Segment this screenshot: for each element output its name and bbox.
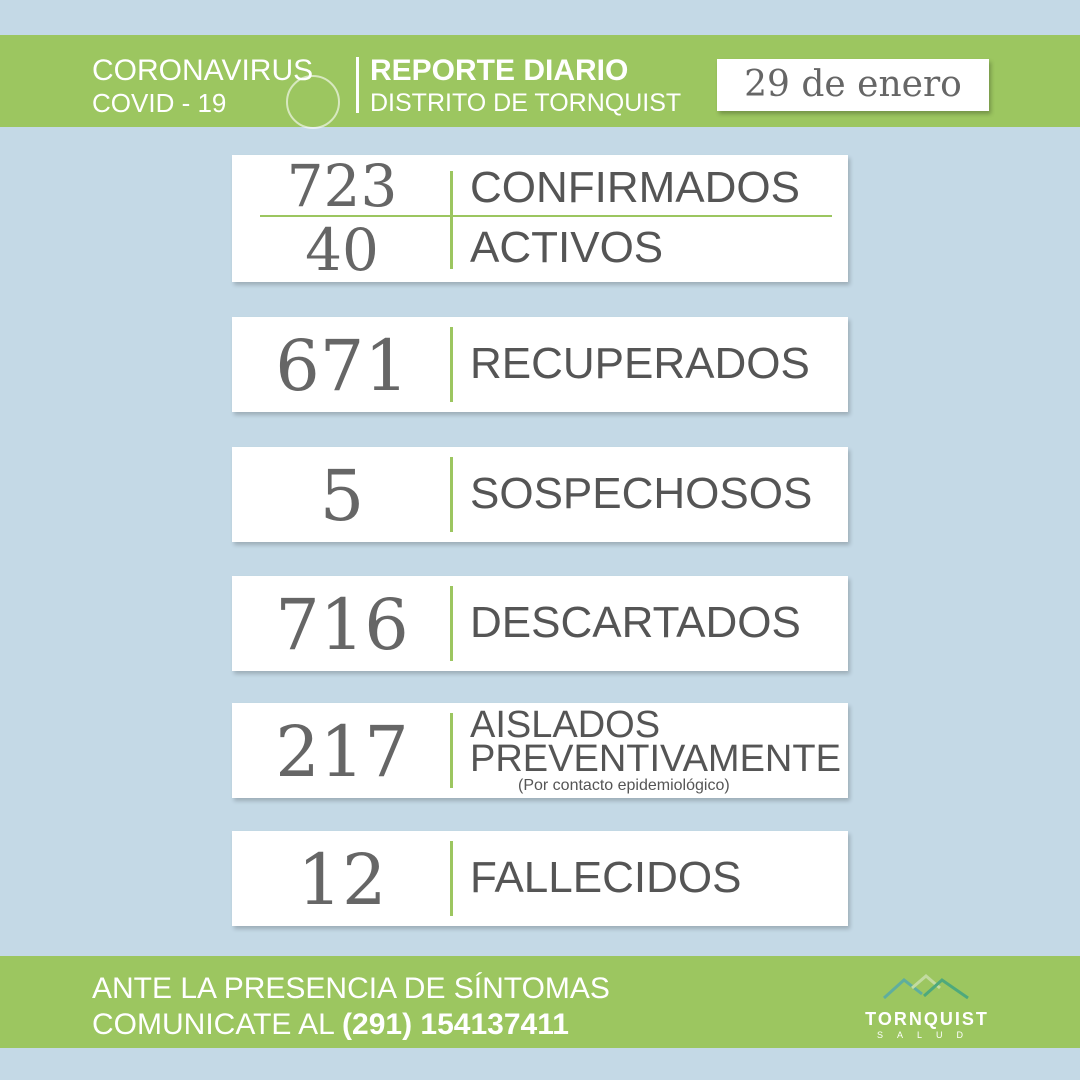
vertical-divider (450, 586, 453, 661)
descartados-value: 716 (275, 584, 409, 666)
fallecidos-value: 12 (297, 839, 387, 921)
card-confirmados-activos: 723 CONFIRMADOS 40 ACTIVOS (232, 155, 848, 282)
vertical-divider (450, 171, 453, 269)
card-aislados: 217 AISLADOS PREVENTIVAMENTE (Por contac… (232, 703, 848, 798)
sospechosos-value: 5 (319, 455, 365, 537)
descartados-label: DESCARTADOS (470, 598, 801, 647)
aislados-label: AISLADOS (470, 704, 661, 746)
virus-icon (286, 75, 340, 129)
header-subtitle: DISTRITO DE TORNQUIST (370, 89, 682, 117)
confirmados-value: 723 (286, 152, 398, 220)
header-band: CORONAVIRUS COVID - 19 REPORTE DIARIO DI… (0, 35, 1080, 129)
sospechosos-label: SOSPECHOSOS (470, 469, 813, 518)
card-recuperados: 671 RECUPERADOS (232, 317, 848, 412)
horizontal-divider (260, 215, 832, 217)
vertical-divider (450, 327, 453, 402)
vertical-divider (450, 841, 453, 916)
confirmados-label: CONFIRMADOS (470, 163, 800, 212)
aislados-value: 217 (275, 711, 409, 793)
activos-value: 40 (305, 216, 379, 284)
aislados-note: (Por contacto epidemiológico) (518, 777, 730, 794)
date-badge: 29 de enero (717, 59, 989, 111)
header-divider (356, 57, 359, 113)
phone-number: (291) 154137411 (342, 1008, 569, 1041)
header-covid: COVID - 19 (92, 88, 227, 118)
logo-text: TORNQUIST (865, 1009, 989, 1029)
tornquist-salud-logo: TORNQUIST SALUD (862, 974, 992, 1040)
footer-call-text: COMUNICATE AL (92, 1008, 334, 1041)
header-coronavirus: CORONAVIRUS (92, 54, 314, 87)
vertical-divider (450, 457, 453, 532)
fallecidos-label: FALLECIDOS (470, 853, 742, 902)
activos-label: ACTIVOS (470, 223, 664, 272)
vertical-divider (450, 713, 453, 788)
recuperados-label: RECUPERADOS (470, 339, 810, 388)
card-sospechosos: 5 SOSPECHOSOS (232, 447, 848, 542)
footer-band: ANTE LA PRESENCIA DE SÍNTOMAS COMUNICATE… (0, 956, 1080, 1048)
logo-subtext: SALUD (876, 1030, 977, 1040)
footer-line2: COMUNICATE AL (291) 154137411 (92, 1008, 569, 1042)
footer-line1: ANTE LA PRESENCIA DE SÍNTOMAS (92, 972, 610, 1005)
card-descartados: 716 DESCARTADOS (232, 576, 848, 671)
preventivamente-label: PREVENTIVAMENTE (470, 738, 841, 780)
card-fallecidos: 12 FALLECIDOS (232, 831, 848, 926)
header-title: REPORTE DIARIO (370, 54, 629, 87)
mountains-icon (882, 974, 969, 1000)
recuperados-value: 671 (275, 325, 409, 407)
